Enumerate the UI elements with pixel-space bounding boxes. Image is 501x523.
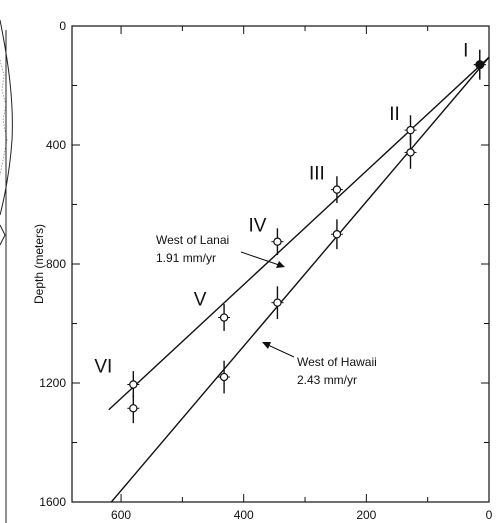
annotation-hawaii-arrow bbox=[267, 344, 295, 358]
point-marker bbox=[273, 298, 282, 307]
data-point bbox=[218, 360, 231, 394]
stage-label: III bbox=[309, 164, 325, 185]
y-tick-label: 0 bbox=[59, 19, 66, 33]
point-marker bbox=[406, 148, 415, 157]
annotation-lanai-arrowhead bbox=[276, 261, 285, 268]
data-point bbox=[271, 228, 284, 256]
data-point bbox=[127, 393, 140, 424]
x-tick-label: 600 bbox=[111, 508, 131, 522]
tick-labels: 600 400 200 0 0 400 800 1200 1600 bbox=[39, 19, 492, 522]
data-point bbox=[404, 136, 417, 169]
annotation-hawaii: West of Hawaii 2.43 mm/yr bbox=[262, 342, 377, 387]
x-tick-label: 400 bbox=[234, 508, 254, 522]
point-marker bbox=[129, 404, 138, 413]
data-point bbox=[330, 219, 343, 250]
fit-lines bbox=[108, 56, 489, 502]
point-marker bbox=[332, 230, 342, 239]
stage-label: II bbox=[389, 104, 400, 125]
annotation-lanai-rate: 1.91 mm/yr bbox=[156, 251, 216, 265]
annotation-hawaii-arrowhead bbox=[262, 342, 271, 349]
stage-label: V bbox=[194, 290, 207, 311]
point-marker bbox=[219, 372, 229, 382]
point-marker bbox=[406, 125, 415, 135]
stage-label: IV bbox=[248, 216, 266, 237]
x-tick-label: 200 bbox=[356, 508, 376, 522]
point-marker-origin bbox=[475, 60, 485, 70]
data-point bbox=[271, 286, 284, 320]
stage-label: VI bbox=[94, 356, 112, 377]
y-tick-label: 800 bbox=[46, 257, 66, 271]
x-tick-label: 0 bbox=[486, 508, 493, 522]
data-points bbox=[127, 49, 486, 424]
point-marker bbox=[219, 313, 229, 322]
fit-line-hawaii bbox=[110, 56, 489, 502]
annotation-lanai-arrow bbox=[240, 251, 280, 266]
point-marker bbox=[273, 237, 282, 246]
annotation-hawaii-name: West of Hawaii bbox=[297, 355, 377, 369]
y-tick-label: 1200 bbox=[39, 376, 66, 390]
stage-label: I bbox=[463, 41, 468, 62]
point-marker bbox=[332, 185, 342, 194]
data-point bbox=[218, 304, 231, 331]
axis-ticks bbox=[72, 25, 490, 503]
fit-line-lanai bbox=[108, 56, 489, 411]
annotation-lanai-name: West of Lanai bbox=[156, 233, 229, 247]
y-tick-label: 1600 bbox=[39, 495, 66, 509]
data-point bbox=[330, 176, 343, 204]
annotation-lanai: West of Lanai 1.91 mm/yr bbox=[156, 233, 285, 268]
annotation-hawaii-rate: 2.43 mm/yr bbox=[297, 373, 357, 387]
point-marker bbox=[129, 380, 138, 389]
y-tick-label: 400 bbox=[46, 138, 66, 152]
y-axis-label: Depth (meters) bbox=[32, 224, 46, 304]
cropped-map-edge bbox=[0, 19, 13, 523]
